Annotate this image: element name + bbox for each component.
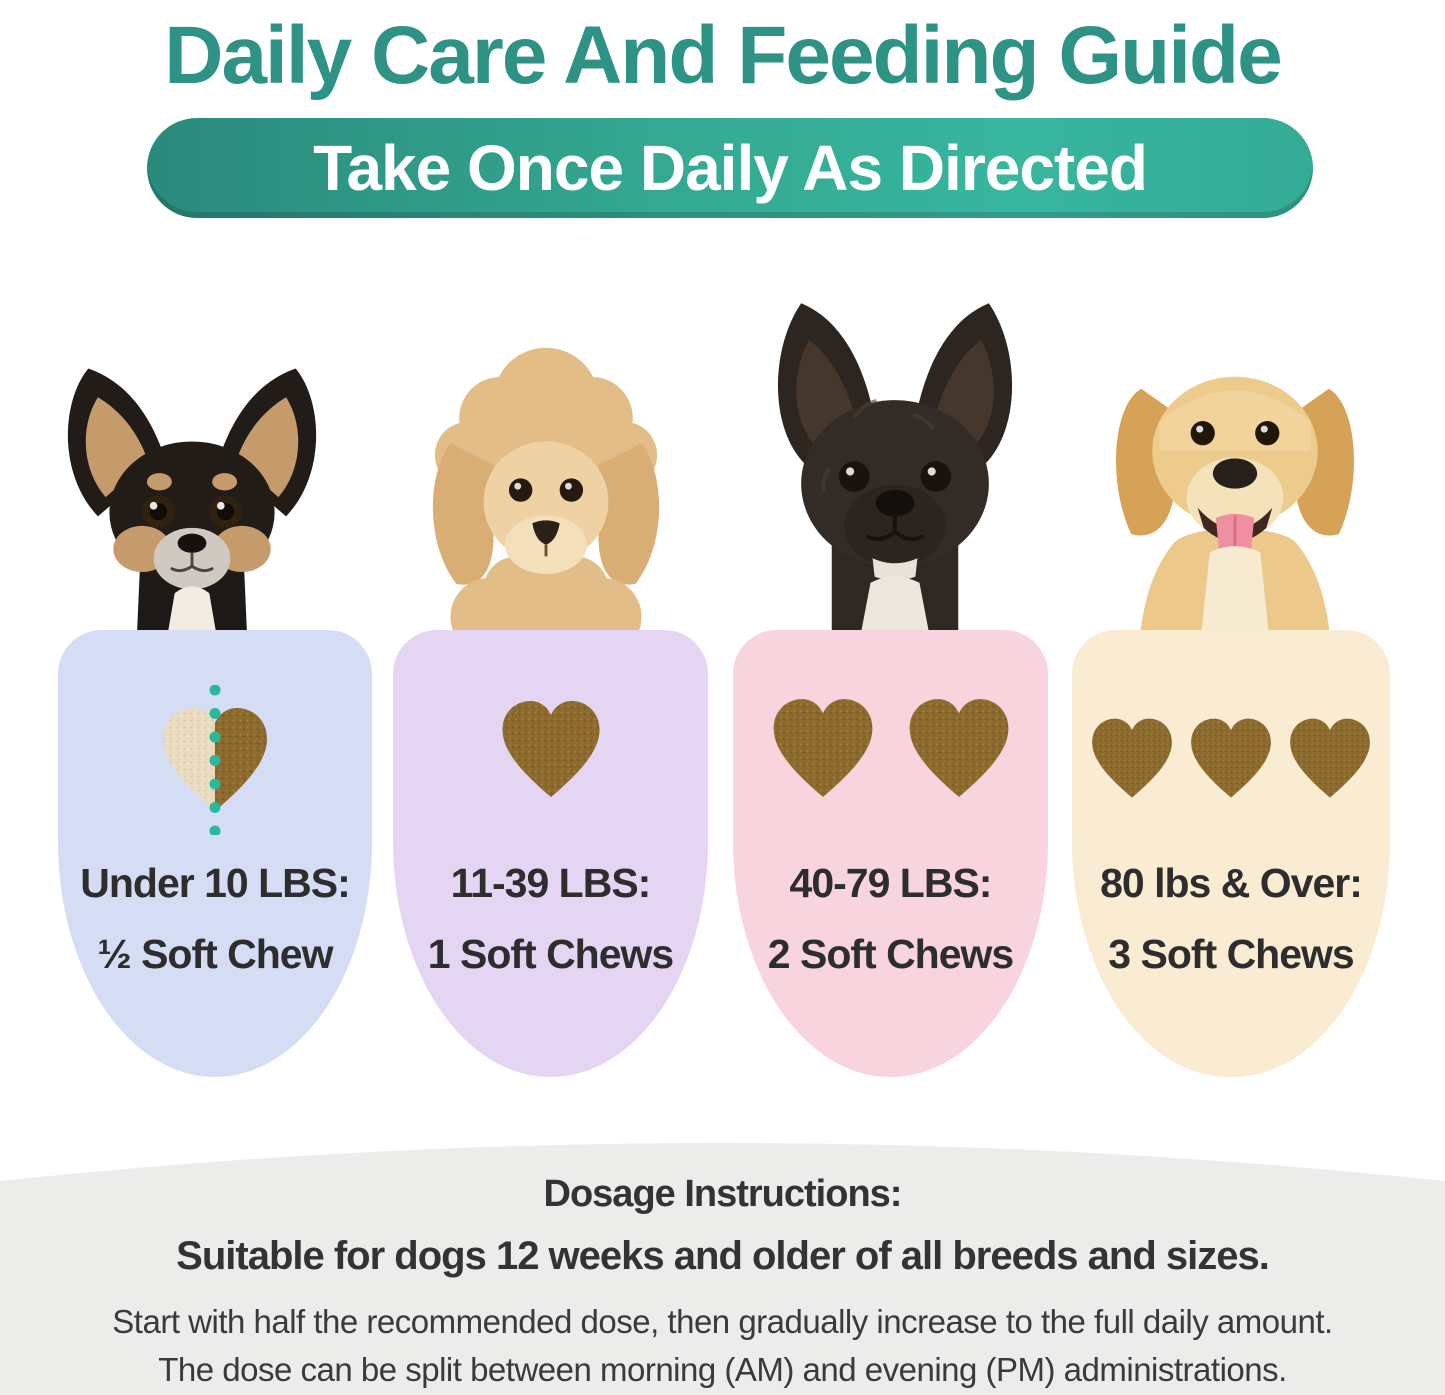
- chew-row: [1072, 716, 1390, 801]
- weight-range-label: 40-79 LBS:: [789, 860, 993, 906]
- dog-photo-chihuahua: [48, 350, 336, 650]
- dose-card-under-10-lbs: Under 10 LBS: ½ Soft Chew: [58, 630, 372, 1077]
- dose-label: ½ Soft Chew: [97, 931, 333, 977]
- soft-chew-icon: [1191, 718, 1271, 798]
- dose-label: 3 Soft Chews: [1108, 931, 1354, 977]
- weight-range-label: Under 10 LBS:: [80, 860, 351, 906]
- soft-chew-icon: [1290, 718, 1370, 798]
- directions-banner-label: Take Once Daily As Directed: [313, 132, 1148, 204]
- suitability-line: Suitable for dogs 12 weeks and older of …: [176, 1234, 1270, 1278]
- dose-card-80-lbs-over: 80 lbs & Over: 3 Soft Chews: [1072, 630, 1390, 1077]
- dose-label: 2 Soft Chews: [767, 931, 1014, 977]
- page-title: Daily Care And Feeding Guide: [164, 10, 1283, 101]
- footer-text-block: Dosage Instructions: Suitable for dogs 1…: [0, 1143, 1445, 1392]
- dosage-instructions-heading: Dosage Instructions:: [543, 1173, 903, 1215]
- dose-label: 1 Soft Chews: [427, 931, 674, 977]
- chew-row: [733, 696, 1048, 801]
- footer-curve-background: [0, 1143, 1445, 1395]
- chew-row: [58, 685, 372, 835]
- card-label: 80 lbs & Over: 3 Soft Chews: [1072, 860, 1390, 978]
- dosage-body-line-1: Start with half the recommended dose, th…: [112, 1303, 1333, 1340]
- soft-chew-icon: [1092, 718, 1172, 798]
- dosage-body-line-2: The dose can be split between morning (A…: [158, 1350, 1287, 1388]
- half-soft-chew-icon: [163, 685, 267, 835]
- dog-photo-french-bulldog: [742, 295, 1048, 647]
- card-label: Under 10 LBS: ½ Soft Chew: [58, 860, 372, 978]
- dosage-instructions-section: Dosage Instructions: Suitable for dogs 1…: [0, 1143, 1445, 1395]
- split-dotted-line: [209, 685, 221, 835]
- weight-range-label: 11-39 LBS:: [450, 860, 652, 906]
- card-label: 11-39 LBS: 1 Soft Chews: [393, 860, 708, 978]
- dose-card-40-79-lbs: 40-79 LBS: 2 Soft Chews: [733, 630, 1048, 1077]
- dose-card-11-39-lbs: 11-39 LBS: 1 Soft Chews: [393, 630, 708, 1077]
- weight-range-label: 80 lbs & Over:: [1100, 860, 1363, 906]
- soft-chew-icon: [909, 699, 1008, 797]
- directions-banner: Take Once Daily As Directed: [147, 118, 1313, 218]
- dosage-body-text: Start with half the recommended dose, th…: [0, 1299, 1445, 1392]
- soft-chew-icon: [773, 699, 872, 797]
- dog-photo-poodle: [390, 338, 702, 650]
- chew-row: [393, 698, 708, 801]
- soft-chew-icon: [501, 700, 600, 798]
- card-label: 40-79 LBS: 2 Soft Chews: [733, 860, 1048, 978]
- dog-photo-golden-retriever: [1078, 300, 1392, 648]
